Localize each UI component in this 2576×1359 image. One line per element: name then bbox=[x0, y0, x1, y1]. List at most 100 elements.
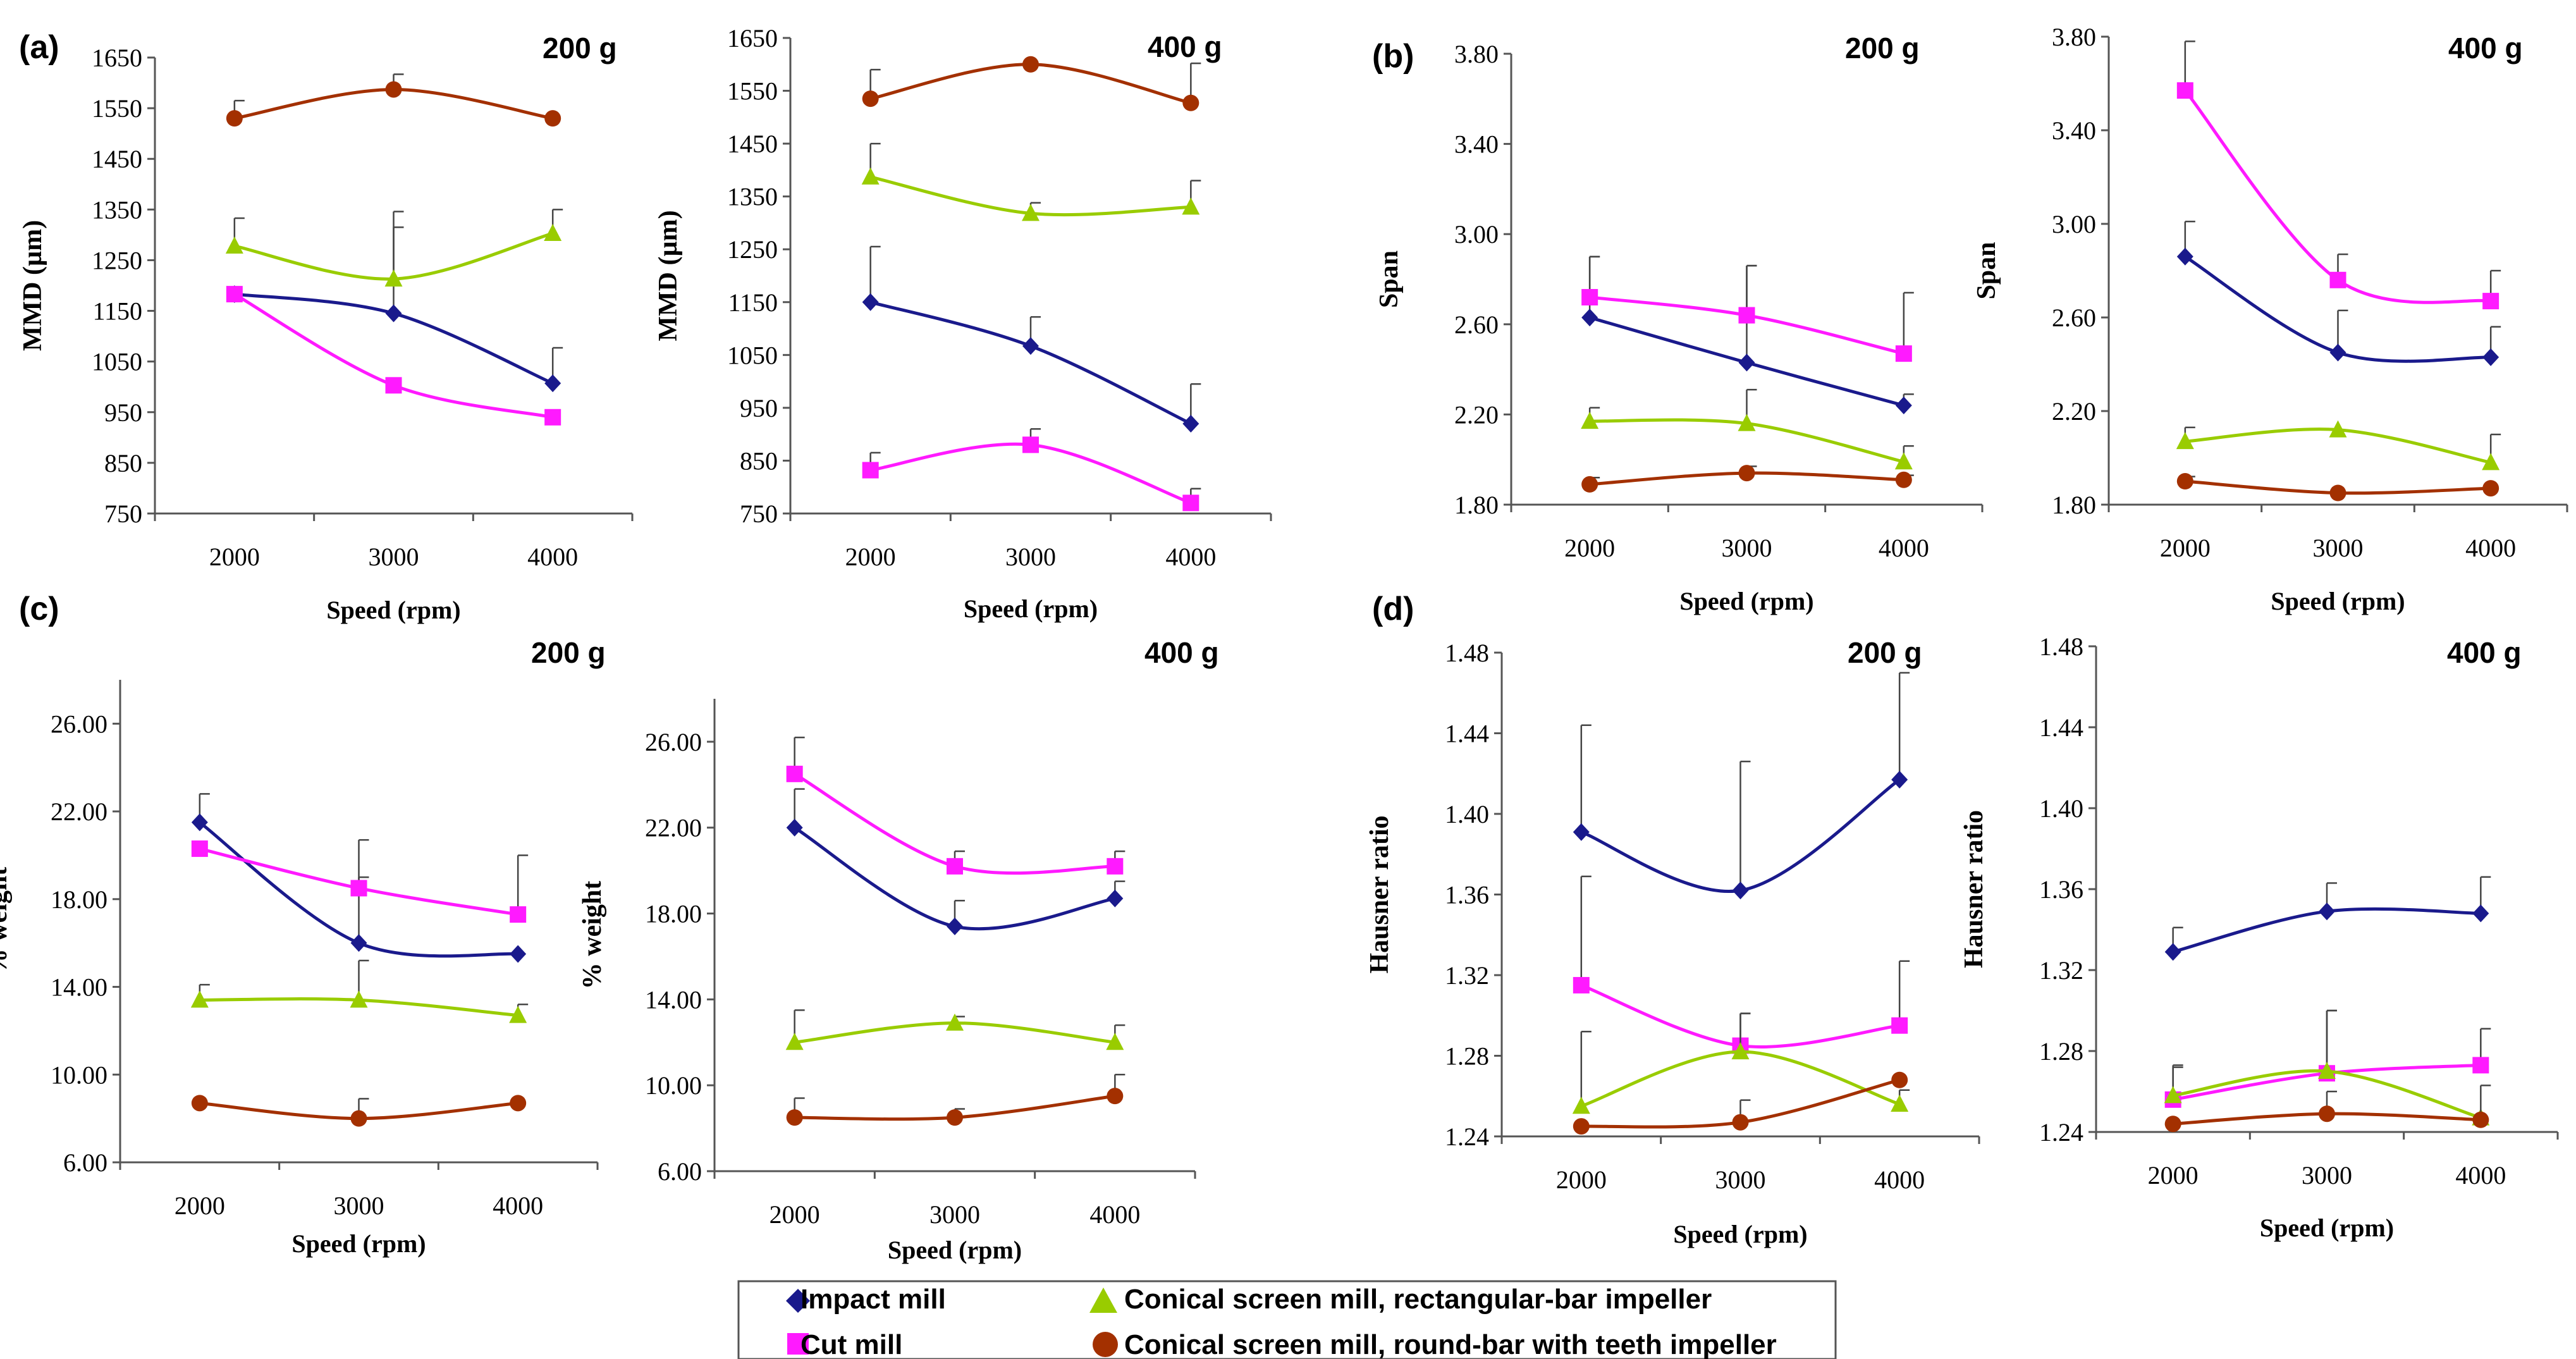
y-tick-label: 1.28 bbox=[2039, 1037, 2083, 1066]
point-conical_rect bbox=[190, 990, 209, 1008]
chart-b-200g: 1.80 2.20 2.60 3.00 3.40 3.80 2000 3000 4000 Spee… bbox=[1375, 32, 1984, 615]
y-tick-label: 3.40 bbox=[1454, 130, 1499, 159]
point-conical_round bbox=[2319, 1105, 2335, 1122]
y-tick-label: 1450 bbox=[727, 130, 778, 158]
y-tick-label: 1.24 bbox=[2039, 1118, 2083, 1147]
y-tick-label: 2.60 bbox=[1454, 311, 1499, 339]
x-tick-label: 3000 bbox=[1722, 534, 1772, 562]
point-conical_rect bbox=[2482, 453, 2500, 470]
x-tick-label: 2000 bbox=[2160, 534, 2211, 562]
point-conical_round bbox=[226, 110, 243, 127]
x-axis-title: Speed (rpm) bbox=[326, 596, 460, 624]
panel-tag: 200 g bbox=[1848, 636, 1922, 669]
point-cut bbox=[350, 880, 367, 897]
chart-c-200g: 6.00 10.00 14.00 18.00 22.00 26.00 2000 3000 400… bbox=[0, 636, 606, 1258]
y-tick-label: 14.00 bbox=[645, 985, 702, 1014]
point-conical_round bbox=[947, 1109, 963, 1126]
y-tick-label: 750 bbox=[104, 500, 142, 528]
point-impact bbox=[191, 813, 208, 832]
point-impact bbox=[544, 374, 561, 393]
y-tick-label: 1250 bbox=[92, 246, 142, 274]
panel-tag: 200 g bbox=[531, 636, 606, 669]
x-tick-label: 3000 bbox=[369, 543, 419, 571]
panel-label-b: (b) bbox=[1372, 38, 1414, 75]
y-tick-label: 3.80 bbox=[1454, 40, 1499, 68]
y-tick-label: 1550 bbox=[92, 94, 142, 123]
point-cut bbox=[1022, 436, 1039, 453]
point-cut bbox=[1581, 289, 1598, 306]
point-impact bbox=[1581, 309, 1598, 327]
point-cut bbox=[2482, 293, 2499, 310]
x-tick-label: 4000 bbox=[1089, 1200, 1140, 1229]
x-tick-label: 2000 bbox=[845, 543, 896, 571]
y-tick-label: 1350 bbox=[92, 195, 142, 224]
y-tick-label: 3.00 bbox=[2052, 210, 2096, 238]
x-tick-label: 2000 bbox=[1564, 534, 1615, 562]
y-axis-title: MMD (µm) bbox=[654, 210, 683, 341]
point-impact bbox=[1891, 770, 1908, 789]
point-cut bbox=[1738, 307, 1755, 324]
point-conical_rect bbox=[2176, 432, 2194, 450]
point-impact bbox=[1022, 337, 1039, 355]
y-tick-label: 1150 bbox=[92, 297, 142, 326]
y-tick-label: 1.40 bbox=[2039, 794, 2083, 823]
chart-d-200g: 1.24 1.28 1.32 1.36 1.40 1.44 1.48 2000 3000 4000… bbox=[1365, 636, 1980, 1248]
point-impact bbox=[350, 934, 367, 952]
point-conical_round bbox=[1738, 465, 1755, 482]
point-conical_round bbox=[1182, 94, 1199, 111]
panel-tag: 400 g bbox=[1144, 636, 1219, 669]
x-axis-title: Speed (rpm) bbox=[2260, 1214, 2394, 1242]
point-conical_rect bbox=[350, 990, 368, 1008]
point-conical_rect bbox=[1572, 1097, 1590, 1114]
point-conical_rect bbox=[1182, 197, 1200, 215]
point-cut bbox=[2176, 82, 2193, 99]
legend-label-conical-round: Conical screen mill, round-bar with teet… bbox=[1124, 1329, 1777, 1359]
y-tick-label: 3.80 bbox=[2052, 23, 2096, 51]
y-tick-label: 1.80 bbox=[1454, 491, 1499, 519]
y-tick-label: 1.24 bbox=[1445, 1122, 1489, 1151]
y-axis-title: Span bbox=[1972, 242, 2001, 299]
y-tick-label: 1.36 bbox=[1445, 881, 1489, 909]
point-conical_rect bbox=[509, 1005, 527, 1023]
point-conical_round bbox=[2472, 1111, 2489, 1128]
point-conical_round bbox=[2164, 1116, 2181, 1133]
point-conical_round bbox=[1573, 1118, 1590, 1135]
y-tick-label: 3.40 bbox=[2052, 116, 2096, 145]
point-conical_rect bbox=[1106, 1033, 1124, 1050]
point-impact bbox=[1895, 397, 1912, 415]
y-axis-title: MMD (µm) bbox=[18, 220, 47, 351]
point-impact bbox=[786, 818, 803, 837]
x-tick-label: 2000 bbox=[209, 543, 260, 571]
y-axis-title: Hausner ratio bbox=[1365, 815, 1394, 973]
point-conical_rect bbox=[861, 167, 880, 185]
y-tick-label: 750 bbox=[740, 500, 778, 528]
y-tick-label: 18.00 bbox=[645, 900, 702, 928]
chart-d-400g: 1.24 1.28 1.32 1.36 1.40 1.44 1.48 2000 3000 4000… bbox=[1960, 632, 2559, 1242]
panel-tag: 200 g bbox=[1845, 32, 1920, 65]
point-conical_round bbox=[2329, 484, 2346, 501]
y-tick-label: 1650 bbox=[92, 44, 142, 72]
point-conical_round bbox=[544, 110, 561, 127]
point-cut bbox=[1891, 1017, 1908, 1034]
x-tick-label: 4000 bbox=[1879, 534, 1929, 562]
y-tick-label: 2.60 bbox=[2052, 304, 2096, 332]
point-conical_round bbox=[350, 1110, 367, 1127]
y-tick-label: 1250 bbox=[727, 235, 778, 264]
point-conical_round bbox=[786, 1109, 803, 1126]
point-impact bbox=[510, 945, 527, 963]
point-cut bbox=[1182, 495, 1199, 512]
y-tick-label: 2.20 bbox=[1454, 400, 1499, 429]
x-tick-label: 3000 bbox=[2302, 1161, 2352, 1190]
point-conical_rect bbox=[1022, 204, 1040, 221]
y-tick-label: 6.00 bbox=[63, 1148, 107, 1177]
point-cut bbox=[786, 765, 803, 782]
point-impact bbox=[2176, 247, 2193, 266]
point-conical_round bbox=[385, 81, 402, 98]
x-tick-label: 2000 bbox=[175, 1191, 225, 1220]
x-axis-title: Speed (rpm) bbox=[1673, 1220, 1807, 1248]
legend-marker-conical-rect bbox=[1089, 1288, 1117, 1313]
y-tick-label: 6.00 bbox=[658, 1157, 702, 1186]
point-conical_round bbox=[1895, 471, 1912, 488]
y-tick-label: 1150 bbox=[728, 288, 778, 317]
y-axis-title: Hausner ratio bbox=[1960, 810, 1989, 968]
